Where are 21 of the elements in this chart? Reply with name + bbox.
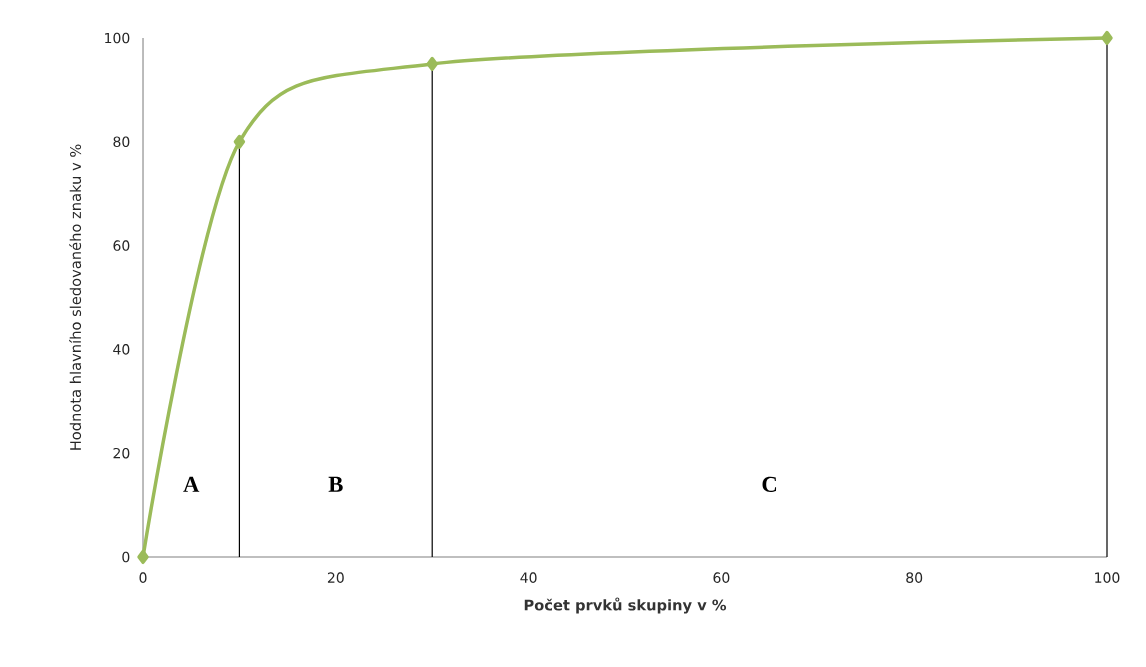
- annotation: B: [328, 476, 343, 492]
- point: [426, 56, 438, 72]
- y-tick-label: 80: [113, 136, 130, 148]
- y-tick-label: 40: [113, 344, 130, 355]
- annotation: C: [762, 476, 777, 492]
- annotation: A: [183, 476, 200, 492]
- x-tick-label: 60: [713, 572, 730, 583]
- point: [1101, 30, 1113, 46]
- y-tick-label: 100: [105, 32, 130, 44]
- y-tick-label: 0: [122, 551, 130, 563]
- point: [137, 549, 149, 565]
- x-tick-label: 0: [139, 572, 147, 583]
- y-axis-title: Hodnota hlavního sledovaného znaku v %: [69, 144, 82, 450]
- x-axis-title: Počet prvků skupiny v %: [524, 597, 727, 614]
- x-tick-label: 100: [1095, 572, 1120, 583]
- point: [233, 134, 246, 149]
- y-tick-label: 20: [113, 447, 130, 459]
- x-tick-label: 80: [906, 572, 923, 583]
- x-tick-label: 40: [520, 572, 537, 583]
- y-tick-label: 60: [113, 240, 130, 251]
- x-tick-label: 20: [327, 572, 344, 583]
